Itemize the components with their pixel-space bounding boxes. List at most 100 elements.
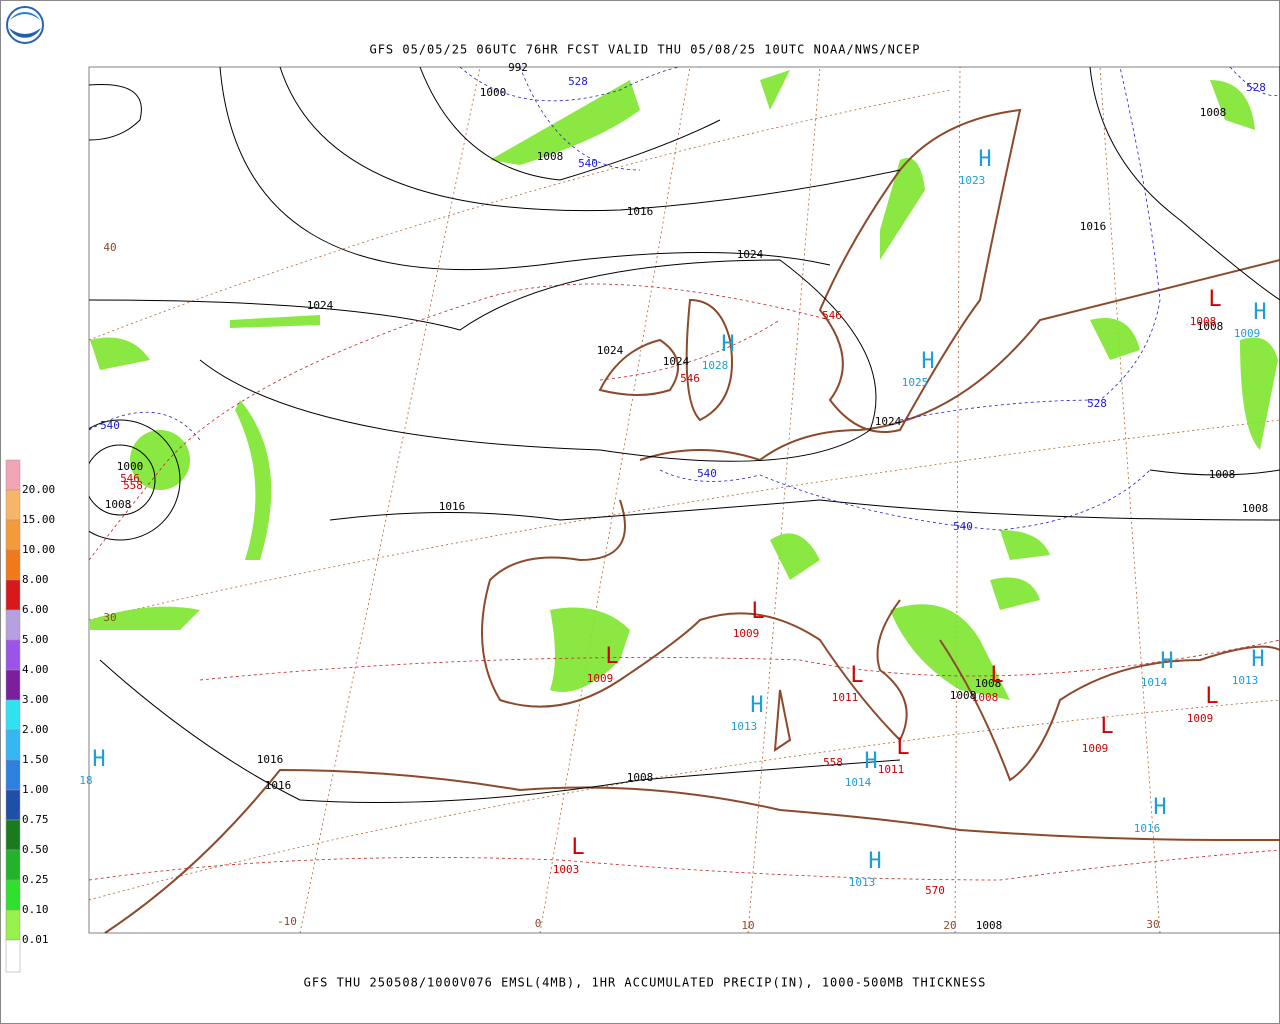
high-pressure: 1014 [845, 776, 872, 789]
isobar-label: 1024 [737, 248, 764, 261]
low-symbol: L [751, 599, 764, 624]
low-pressure: 1008 [1190, 315, 1217, 328]
isobar-label: 1008 [1200, 106, 1227, 119]
legend-label: 15.00 [22, 513, 55, 526]
isobar-label: 1008 [1242, 502, 1269, 515]
legend-label: 3.00 [22, 693, 49, 706]
low-symbol: L [990, 663, 1003, 688]
grid-label: 30 [103, 611, 116, 624]
high-symbol: H [1153, 795, 1166, 820]
high-pressure: 1013 [1232, 674, 1259, 687]
high-symbol: H [1251, 647, 1264, 672]
low-symbol: L [1205, 684, 1218, 709]
legend-swatch [5, 759, 21, 791]
map-area [88, 66, 1280, 934]
thickness-label: 540 [697, 467, 717, 480]
legend-swatch [5, 549, 21, 581]
legend-swatch [5, 519, 21, 551]
low-pressure: 1003 [553, 863, 580, 876]
legend-swatch [5, 939, 21, 973]
isobar-label: 1016 [265, 779, 292, 792]
low-pressure: 1011 [832, 691, 859, 704]
legend-label: 20.00 [22, 483, 55, 496]
legend-label: 10.00 [22, 543, 55, 556]
thickness-label: 528 [568, 75, 588, 88]
high-symbol: H [1253, 300, 1266, 325]
legend-label: 0.10 [22, 903, 49, 916]
low-symbol: L [850, 663, 863, 688]
thickness-label: 540 [953, 520, 973, 533]
legend-swatch [5, 819, 21, 851]
high-pressure: 1013 [731, 720, 758, 733]
high-pressure: 1016 [1134, 822, 1161, 835]
map-caption: GFS THU 250508/1000V076 EMSL(4MB), 1HR A… [304, 976, 987, 990]
low-symbol: L [605, 644, 618, 669]
thickness-label: 528 [1087, 397, 1107, 410]
high-symbol: H [864, 749, 877, 774]
high-pressure: 1014 [1141, 676, 1168, 689]
grid-label: 30 [1146, 918, 1159, 931]
grid-label: 10 [741, 919, 754, 932]
isobar-label: 1024 [875, 415, 902, 428]
thickness-label: 558 [823, 756, 843, 769]
isobar-label: 1008 [1197, 320, 1224, 333]
legend-swatch [5, 729, 21, 761]
isobar-label: 1008 [537, 150, 564, 163]
isobar-label: 1008 [627, 771, 654, 784]
low-symbol: L [896, 735, 909, 760]
isobar-label: 1016 [439, 500, 466, 513]
grid-label: 0 [535, 917, 542, 930]
legend-swatch [5, 639, 21, 671]
isobar-label: 1024 [307, 299, 334, 312]
legend-label: 0.01 [22, 933, 49, 946]
legend-label: 0.50 [22, 843, 49, 856]
legend-label: 8.00 [22, 573, 49, 586]
thickness-label: 546 [120, 472, 140, 485]
legend-swatch [5, 609, 21, 641]
isobar-label: 1024 [663, 355, 690, 368]
legend-label: 0.75 [22, 813, 49, 826]
low-pressure: 1009 [587, 672, 614, 685]
low-pressure: 1011 [878, 763, 905, 776]
high-pressure: 1009 [1234, 327, 1261, 340]
noaa-logo [6, 6, 44, 44]
grid-label: -10 [277, 915, 297, 928]
isobar-label: 1008 [976, 919, 1003, 932]
isobar-label: 1008 [1209, 468, 1236, 481]
map-labels: 992 1000 1008 1016 1024 1024 1024 1024 1024 1016 1… [79, 61, 1268, 932]
thickness-label: 540 [100, 419, 120, 432]
thickness-label: 546 [680, 372, 700, 385]
legend-swatch [5, 909, 21, 941]
low-symbol: L [571, 835, 584, 860]
thickness-label: 558 [123, 479, 143, 492]
high-symbol: H [750, 693, 763, 718]
high-symbol: H [868, 849, 881, 874]
high-pressure: 18 [79, 774, 92, 787]
legend-swatch [5, 879, 21, 911]
legend-label: 6.00 [22, 603, 49, 616]
isobar-label: 1000 [117, 460, 144, 473]
precip-legend: 20.00 15.00 10.00 8.00 6.00 5.00 4.00 3.00 2.00 1… [5, 459, 55, 973]
isobar-label: 992 [508, 61, 528, 74]
high-symbol: H [921, 349, 934, 374]
high-symbol: H [1160, 649, 1173, 674]
grid-label: 40 [103, 241, 116, 254]
map-title: GFS 05/05/25 06UTC 76HR FCST VALID THU 0… [369, 43, 920, 57]
legend-swatch [5, 459, 21, 491]
legend-label: 2.00 [22, 723, 49, 736]
high-symbol: H [92, 747, 105, 772]
low-pressure: 1009 [1082, 742, 1109, 755]
legend-swatch [5, 489, 21, 521]
isobar-label: 1024 [597, 344, 624, 357]
high-pressure: 1025 [902, 376, 929, 389]
low-pressure: 1009 [1187, 712, 1214, 725]
isobar-label: 1008 [975, 677, 1002, 690]
legend-label: 1.50 [22, 753, 49, 766]
legend-label: 1.00 [22, 783, 49, 796]
thickness-label: 546 [822, 309, 842, 322]
high-symbol: H [978, 147, 991, 172]
low-symbol: L [1100, 714, 1113, 739]
legend-swatch [5, 579, 21, 611]
legend-label: 0.25 [22, 873, 49, 886]
